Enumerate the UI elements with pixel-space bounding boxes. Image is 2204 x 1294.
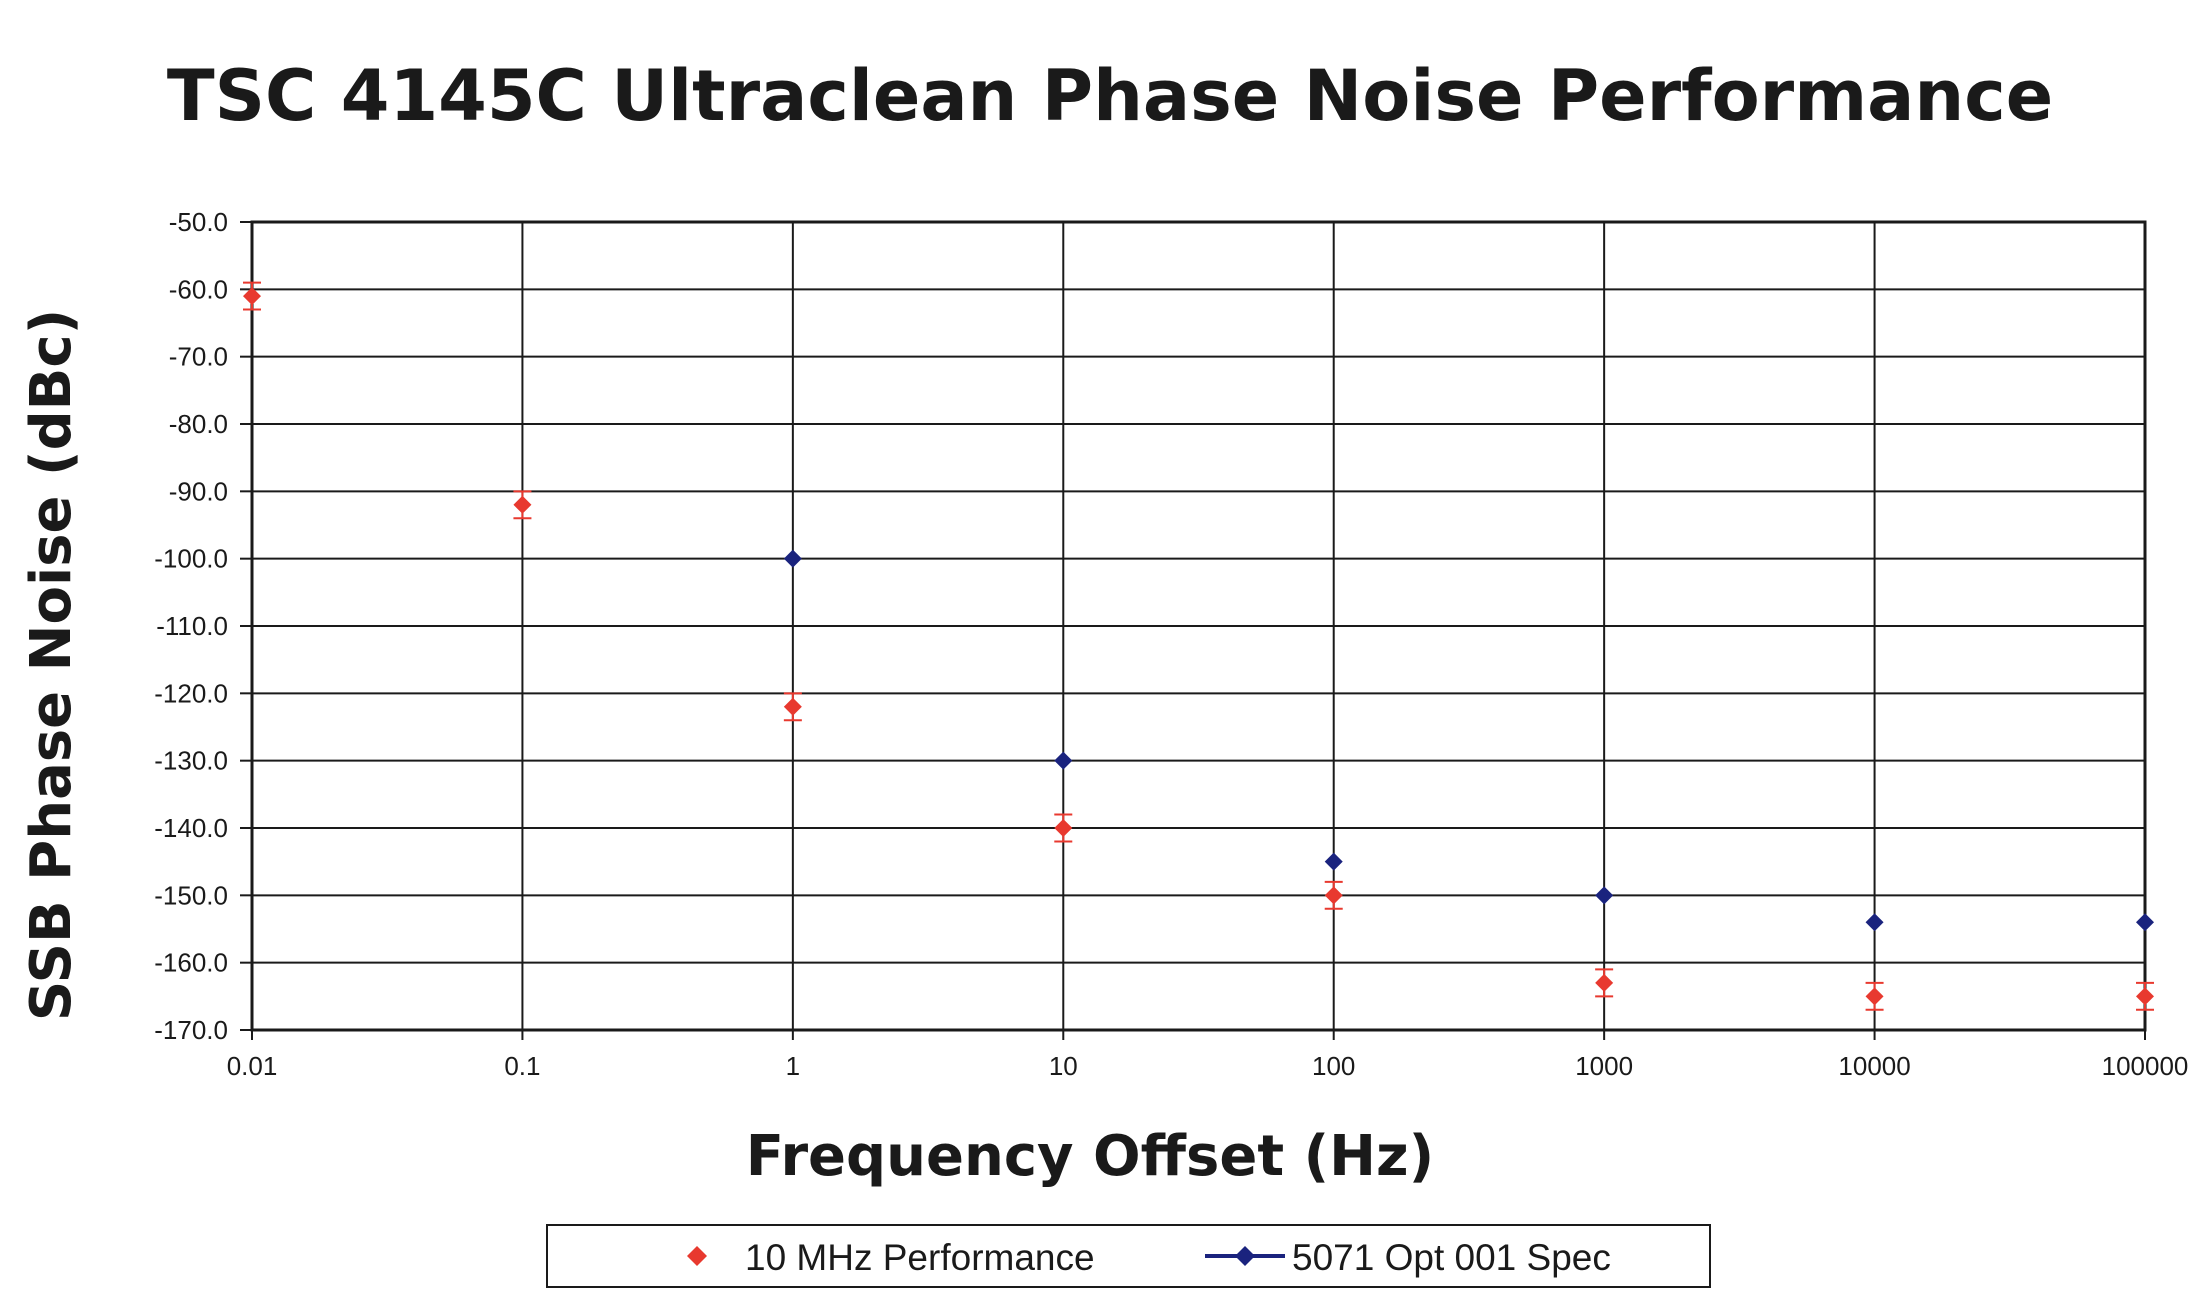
data-point: [1595, 973, 1614, 992]
series-0: [243, 281, 2154, 1011]
data-point: [1595, 886, 1614, 905]
grid: [240, 220, 2147, 1040]
x-tick-label: 10000: [1838, 1051, 1910, 1081]
series-1: [783, 549, 2154, 932]
x-tick-label: 1000: [1575, 1051, 1633, 1081]
legend: 10 MHz Performance 5071 Opt 001 Spec: [546, 1224, 1711, 1288]
data-point: [1324, 886, 1343, 905]
data-point: [1054, 819, 1073, 837]
data-point: [243, 287, 261, 306]
x-tick-label: 0.1: [504, 1051, 540, 1081]
data-point: [2136, 987, 2154, 1006]
data-point: [513, 495, 532, 514]
x-tick-labels: 0.01 0.1 1 10 100 1000 10000 100000: [227, 1051, 2189, 1081]
data-point: [1865, 987, 1884, 1006]
y-tick-label: -130.0: [154, 746, 228, 776]
data-point: [1324, 852, 1343, 871]
y-tick-label: -60.0: [169, 274, 228, 304]
data-point: [1054, 751, 1073, 770]
y-tick-label: -120.0: [154, 678, 228, 708]
data-point: [783, 697, 802, 716]
data-series: [243, 281, 2154, 1011]
y-tick-label: -170.0: [154, 1015, 228, 1045]
data-point: [783, 549, 802, 568]
y-tick-label: -150.0: [154, 880, 228, 910]
plot-frame: [250, 220, 2147, 1032]
x-axis-title: Frequency Offset (Hz): [746, 1124, 1434, 1189]
y-tick-label: -100.0: [154, 544, 228, 574]
y-axis-title: SSB Phase Noise (dBc): [19, 309, 84, 1021]
y-tick-label: -70.0: [169, 342, 228, 372]
x-tick-label: 10: [1049, 1051, 1078, 1081]
legend-label-10mhz-performance: 10 MHz Performance: [745, 1237, 1095, 1278]
y-tick-label: -110.0: [156, 611, 228, 641]
y-tick-labels: -50.0 -60.0 -70.0 -80.0 -90.0 -100.0 -110.0 -12…: [154, 207, 228, 1045]
legend-marker-5071-opt-001-spec: [1235, 1246, 1255, 1266]
y-tick-label: -160.0: [154, 948, 228, 978]
x-tick-label: 100000: [2102, 1051, 2189, 1081]
chart-title: TSC 4145C Ultraclean Phase Noise Perform…: [167, 55, 2053, 137]
data-point: [1865, 913, 1884, 932]
legend-marker-10mhz-performance: [687, 1246, 707, 1266]
x-tick-label: 0.01: [227, 1051, 278, 1081]
y-tick-label: -90.0: [169, 476, 228, 506]
legend-box: [546, 1224, 1711, 1288]
series-line: [793, 559, 2145, 923]
y-tick-label: -140.0: [154, 813, 228, 843]
legend-label-5071-opt-001-spec: 5071 Opt 001 Spec: [1292, 1237, 1611, 1278]
x-tick-label: 1: [786, 1051, 800, 1081]
y-tick-label: -50.0: [169, 207, 228, 237]
x-tick-label: 100: [1312, 1051, 1355, 1081]
data-point: [2136, 913, 2154, 932]
y-tick-label: -80.0: [169, 409, 228, 439]
